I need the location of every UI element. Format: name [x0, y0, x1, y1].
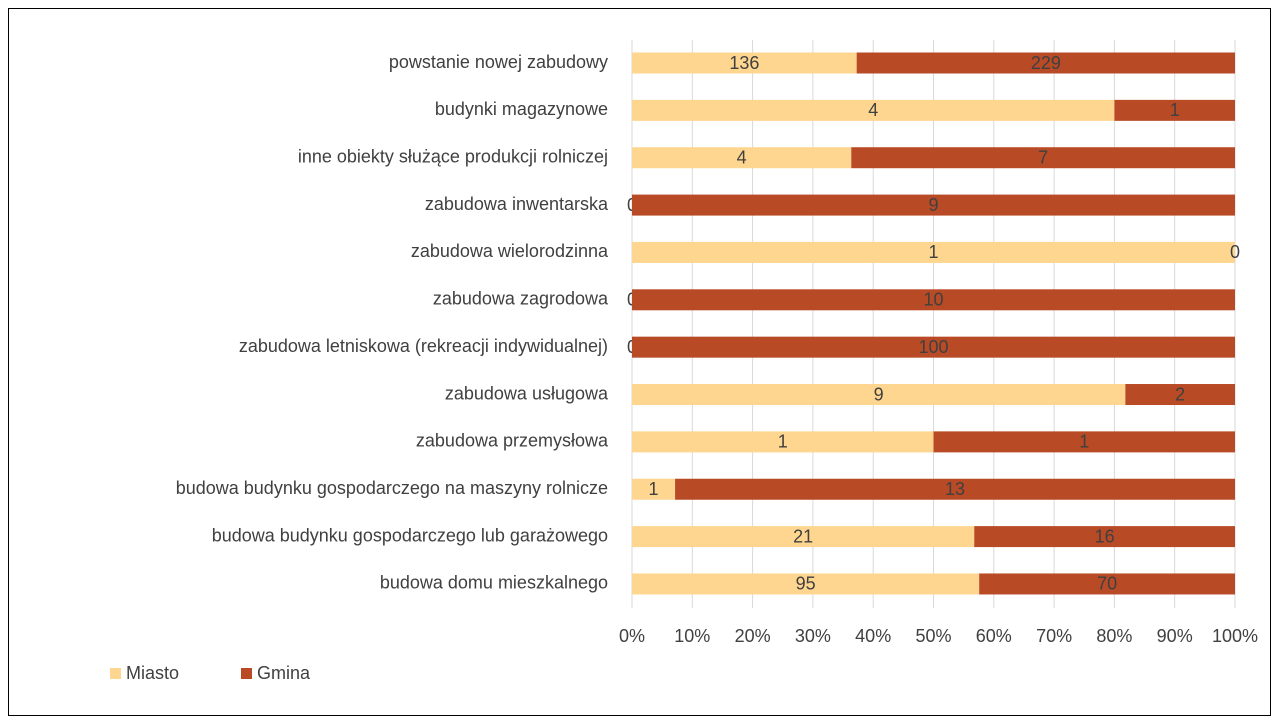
legend-label: Gmina: [257, 663, 311, 683]
bar-segment: [632, 52, 857, 74]
data-label: 7: [1038, 147, 1048, 167]
bar-segment: [632, 431, 934, 453]
category-label: budowa budynku gospodarczego na maszyny …: [176, 478, 608, 498]
category-label: zabudowa letniskowa (rekreacji indywidua…: [239, 336, 608, 356]
data-label: 21: [793, 526, 813, 546]
bar-segment: [1125, 384, 1235, 406]
data-label: 100: [918, 337, 948, 357]
x-tick-label: 70%: [1036, 626, 1072, 646]
data-label: 4: [737, 147, 747, 167]
bar-segment: [632, 241, 1235, 263]
bar-segment: [632, 147, 852, 169]
category-label: inne obiekty służące produkcji rolniczej: [298, 146, 608, 166]
data-label: 9: [928, 195, 938, 215]
x-tick-label: 20%: [735, 626, 771, 646]
data-label: 229: [1031, 53, 1061, 73]
bar-segment: [979, 573, 1235, 595]
data-label: 1: [1079, 432, 1089, 452]
bar-segment: [974, 526, 1235, 548]
data-label: 136: [729, 53, 759, 73]
data-label: 1: [1170, 100, 1180, 120]
category-label: zabudowa wielorodzinna: [411, 241, 609, 261]
bar-segment: [632, 478, 676, 500]
x-tick-label: 40%: [855, 626, 891, 646]
data-label: 16: [1095, 526, 1115, 546]
bar-segment: [632, 526, 975, 548]
category-label: zabudowa usługowa: [445, 383, 609, 403]
data-label: 4: [868, 100, 878, 120]
bar-segment: [632, 336, 1235, 358]
x-tick-label: 0%: [619, 626, 645, 646]
data-label: 13: [945, 479, 965, 499]
x-tick-label: 90%: [1157, 626, 1193, 646]
bar-segment: [632, 384, 1126, 406]
data-label: 95: [796, 574, 816, 594]
bar-segment: [632, 573, 980, 595]
legend-label: Miasto: [126, 663, 179, 683]
data-label: 1: [778, 432, 788, 452]
category-label: zabudowa zagrodowa: [433, 289, 609, 309]
x-tick-label: 30%: [795, 626, 831, 646]
legend-swatch: [241, 668, 252, 679]
x-tick-label: 60%: [976, 626, 1012, 646]
category-label: budowa budynku gospodarczego lub garażow…: [212, 525, 608, 545]
data-label: 9: [874, 384, 884, 404]
data-label: 10: [923, 290, 943, 310]
bar-segment: [632, 99, 1115, 121]
bar-segment: [675, 478, 1235, 500]
x-tick-label: 80%: [1096, 626, 1132, 646]
x-tick-label: 100%: [1212, 626, 1258, 646]
bar-segment: [632, 289, 1235, 311]
category-label: budynki magazynowe: [435, 99, 608, 119]
chart-border: [8, 8, 1271, 716]
category-label: zabudowa inwentarska: [425, 194, 609, 214]
legend-swatch: [110, 668, 121, 679]
data-label: 0: [1230, 242, 1240, 262]
bar-segment: [856, 52, 1235, 74]
x-tick-label: 10%: [674, 626, 710, 646]
data-label: 2: [1175, 384, 1185, 404]
data-label: 1: [649, 479, 659, 499]
bar-segment: [933, 431, 1235, 453]
data-label: 1: [928, 242, 938, 262]
bar-segment: [632, 194, 1235, 216]
x-tick-label: 50%: [915, 626, 951, 646]
bar-segment: [1114, 99, 1235, 121]
category-label: budowa domu mieszkalnego: [380, 573, 608, 593]
category-label: powstanie nowej zabudowy: [389, 52, 608, 72]
bar-segment: [851, 147, 1235, 169]
category-label: zabudowa przemysłowa: [416, 431, 609, 451]
data-label: 70: [1097, 574, 1117, 594]
